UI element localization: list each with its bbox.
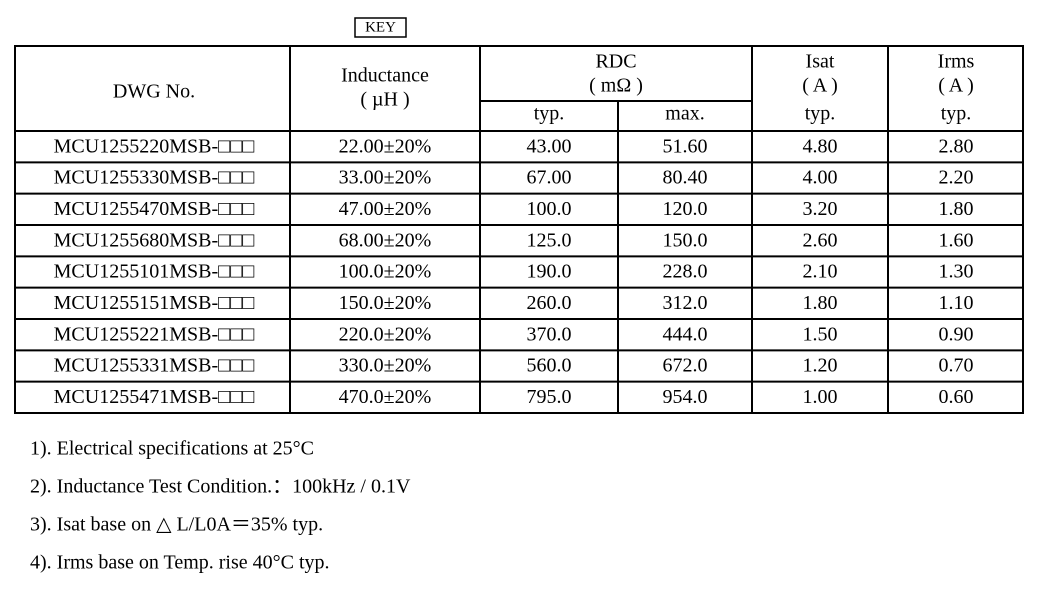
note: 2). Inductance Test Condition.：100kHz / … bbox=[30, 476, 411, 498]
note: 1). Electrical specifications at 25°C bbox=[30, 438, 314, 460]
table-cell: MCU1255221MSB-□□□ bbox=[54, 323, 255, 345]
table-cell: 33.00±20% bbox=[339, 167, 432, 189]
table-cell: 1.20 bbox=[803, 355, 838, 377]
table-cell: 1.80 bbox=[803, 292, 838, 314]
header-cell: RDC bbox=[595, 51, 636, 73]
header-cell: typ. bbox=[534, 103, 565, 125]
table-cell: 190.0 bbox=[527, 261, 572, 283]
table-cell: MCU1255680MSB-□□□ bbox=[54, 229, 255, 251]
table-cell: 22.00±20% bbox=[339, 135, 432, 157]
table-cell: 80.40 bbox=[663, 167, 708, 189]
table-cell: 3.20 bbox=[803, 198, 838, 220]
header-cell: Isat bbox=[806, 51, 835, 73]
table-cell: 1.80 bbox=[939, 198, 974, 220]
table-cell: 312.0 bbox=[663, 292, 708, 314]
table-cell: 370.0 bbox=[527, 323, 572, 345]
table-cell: 1.30 bbox=[939, 261, 974, 283]
table-cell: 2.80 bbox=[939, 135, 974, 157]
header-cell: ( A ) bbox=[938, 75, 974, 97]
table-cell: 560.0 bbox=[527, 355, 572, 377]
header-cell: ( µH ) bbox=[360, 89, 409, 111]
table-cell: 0.70 bbox=[939, 355, 974, 377]
table-cell: 67.00 bbox=[527, 167, 572, 189]
table-cell: 954.0 bbox=[663, 386, 708, 408]
table-cell: 120.0 bbox=[663, 198, 708, 220]
header-cell: typ. bbox=[805, 103, 836, 125]
note: 4). Irms base on Temp. rise 40°C typ. bbox=[30, 552, 330, 574]
header-cell: DWG No. bbox=[113, 81, 195, 103]
key-box bbox=[354, 17, 407, 38]
note: 3). Isat base on △ L/L0A＝35% typ. bbox=[30, 514, 323, 536]
table-cell: 4.00 bbox=[803, 167, 838, 189]
header-cell: Inductance bbox=[341, 65, 429, 87]
table-cell: 68.00±20% bbox=[339, 229, 432, 251]
table-cell: 47.00±20% bbox=[339, 198, 432, 220]
key-label: KEY bbox=[365, 19, 396, 35]
table-cell: 2.10 bbox=[803, 261, 838, 283]
table-cell: 125.0 bbox=[527, 229, 572, 251]
table-border bbox=[14, 45, 1024, 414]
header-cell: Irms bbox=[938, 51, 975, 73]
header-cell: typ. bbox=[941, 103, 972, 125]
table-cell: 100.0±20% bbox=[339, 261, 432, 283]
table-cell: MCU1255220MSB-□□□ bbox=[54, 135, 255, 157]
table-cell: 4.80 bbox=[803, 135, 838, 157]
table-cell: 150.0±20% bbox=[339, 292, 432, 314]
table-cell: 470.0±20% bbox=[339, 386, 432, 408]
table-cell: MCU1255470MSB-□□□ bbox=[54, 198, 255, 220]
header-cell: max. bbox=[665, 103, 704, 125]
header-cell: ( A ) bbox=[802, 75, 838, 97]
table-cell: 795.0 bbox=[527, 386, 572, 408]
table-cell: 2.60 bbox=[803, 229, 838, 251]
table-cell: 444.0 bbox=[663, 323, 708, 345]
table-cell: 228.0 bbox=[663, 261, 708, 283]
header-cell: ( mΩ ) bbox=[589, 75, 643, 97]
table-cell: MCU1255151MSB-□□□ bbox=[54, 292, 255, 314]
table-cell: 0.60 bbox=[939, 386, 974, 408]
table-cell: 1.50 bbox=[803, 323, 838, 345]
table-cell: 330.0±20% bbox=[339, 355, 432, 377]
table-cell: 150.0 bbox=[663, 229, 708, 251]
table-cell: 0.90 bbox=[939, 323, 974, 345]
table-cell: 220.0±20% bbox=[339, 323, 432, 345]
table-cell: 43.00 bbox=[527, 135, 572, 157]
table-cell: 2.20 bbox=[939, 167, 974, 189]
table-cell: 1.60 bbox=[939, 229, 974, 251]
table-cell: 1.10 bbox=[939, 292, 974, 314]
table-cell: 100.0 bbox=[527, 198, 572, 220]
table-cell: 51.60 bbox=[663, 135, 708, 157]
table-cell: MCU1255471MSB-□□□ bbox=[54, 386, 255, 408]
table-cell: MCU1255330MSB-□□□ bbox=[54, 167, 255, 189]
table-cell: MCU1255101MSB-□□□ bbox=[54, 261, 255, 283]
table-cell: 260.0 bbox=[527, 292, 572, 314]
table-cell: 1.00 bbox=[803, 386, 838, 408]
table-cell: 672.0 bbox=[663, 355, 708, 377]
table-cell: MCU1255331MSB-□□□ bbox=[54, 355, 255, 377]
